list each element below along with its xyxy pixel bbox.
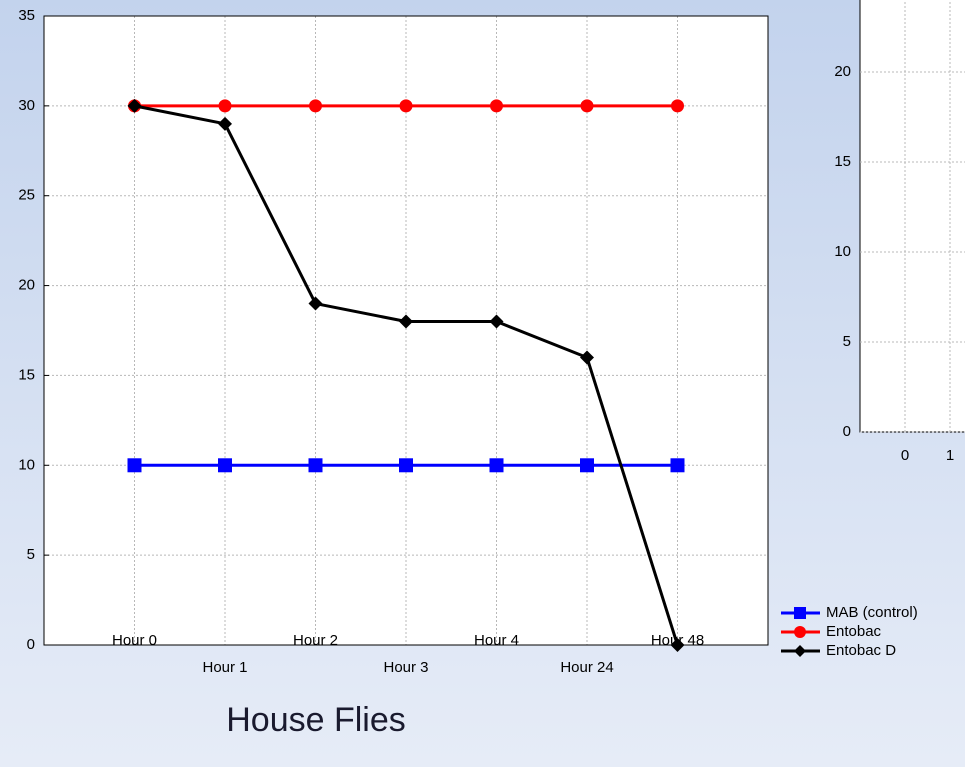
marker xyxy=(309,99,322,113)
marker xyxy=(399,314,413,329)
marker xyxy=(399,99,413,113)
x-tick-label: Hour 24 xyxy=(560,659,613,676)
legend-marker xyxy=(794,607,806,619)
y-tick-label: 25 xyxy=(18,187,35,204)
marker xyxy=(580,458,594,473)
y-tick-label: 15 xyxy=(18,366,35,383)
x-tick-label: Hour 3 xyxy=(383,659,428,676)
marker xyxy=(580,350,594,365)
x-tick-label: Hour 0 xyxy=(112,632,157,649)
marker xyxy=(308,296,323,311)
plot-border xyxy=(43,15,769,646)
x-tick-label: Hour 2 xyxy=(293,632,338,649)
legend-marker xyxy=(794,645,806,657)
marker xyxy=(489,458,504,473)
y-tick-label: 15 xyxy=(834,153,851,170)
chart-title: House Flies xyxy=(226,701,406,739)
x-tick-label: 1 xyxy=(946,447,954,464)
marker xyxy=(580,99,594,113)
marker xyxy=(671,99,684,113)
y-tick-label: 20 xyxy=(18,277,35,294)
x-tick-label: 0 xyxy=(901,447,909,464)
marker xyxy=(670,458,685,473)
y-tick-label: 10 xyxy=(18,456,35,473)
marker xyxy=(399,458,413,473)
legend-label: MAB (control) xyxy=(826,604,918,621)
x-tick-label: Hour 1 xyxy=(202,659,247,676)
marker xyxy=(218,458,232,473)
second-chart: 0 5 10 15 20 0 1 xyxy=(834,0,965,464)
marker xyxy=(490,99,503,113)
legend-label: Entobac xyxy=(826,623,882,640)
y-tick-label: 5 xyxy=(843,333,851,350)
y-tick-label: 30 xyxy=(18,97,35,114)
y-tick-label: 0 xyxy=(27,636,35,653)
marker xyxy=(308,458,323,473)
y-tick-label: 5 xyxy=(27,546,35,563)
plot-area xyxy=(859,0,965,433)
marker xyxy=(218,116,232,131)
legend-label: Entobac D xyxy=(826,642,896,659)
y-tick-label: 20 xyxy=(834,63,851,80)
x-tick-label: Hour 4 xyxy=(474,632,519,649)
marker xyxy=(127,98,142,113)
y-tick-label: 35 xyxy=(18,7,35,24)
y-tick-label: 0 xyxy=(843,423,851,440)
marker xyxy=(127,458,142,473)
marker xyxy=(489,314,504,329)
legend-marker xyxy=(794,626,806,638)
y-tick-label: 10 xyxy=(834,243,851,260)
marker xyxy=(218,99,232,113)
marker xyxy=(670,638,685,652)
